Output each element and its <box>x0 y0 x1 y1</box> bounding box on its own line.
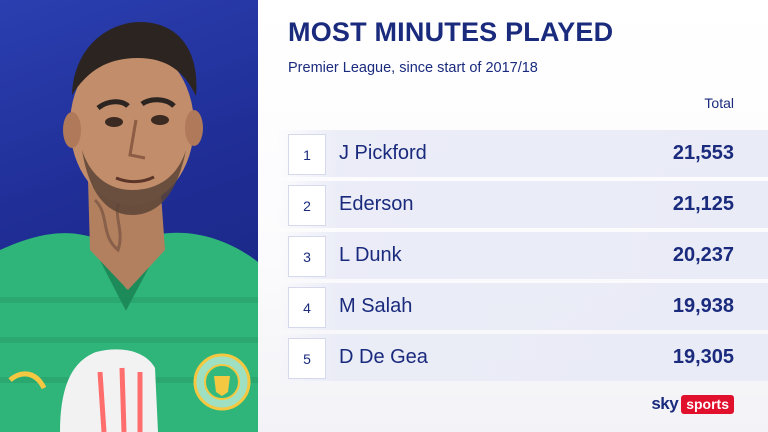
row-background <box>278 130 768 177</box>
minutes-total: 21,553 <box>672 142 734 164</box>
row-background <box>278 283 768 330</box>
player-name: J Pickford <box>339 142 427 164</box>
page-title: MOST MINUTES PLAYED <box>288 17 614 47</box>
minutes-total: 19,938 <box>672 295 734 317</box>
player-photo-panel <box>0 0 258 432</box>
player-name: Ederson <box>339 193 414 215</box>
brand-sports-text: sports <box>681 394 734 414</box>
goalkeeper-glove-icon <box>60 349 158 432</box>
brand-sky-text: sky <box>651 394 679 413</box>
ranking-row: 3 L Dunk 20,237 <box>258 230 768 281</box>
column-header-total: Total <box>704 95 734 111</box>
stats-panel: MOST MINUTES PLAYED Premier League, sinc… <box>258 0 768 432</box>
page-subtitle: Premier League, since start of 2017/18 <box>288 60 538 76</box>
ranking-row: 4 M Salah 19,938 <box>258 281 768 332</box>
minutes-total: 21,125 <box>672 193 734 215</box>
player-name: D De Gea <box>339 346 428 368</box>
ranking-row: 1 J Pickford 21,553 <box>258 128 768 179</box>
rank-badge: 2 <box>288 185 326 226</box>
row-background <box>278 334 768 381</box>
rank-badge: 4 <box>288 287 326 328</box>
ranking-row: 5 D De Gea 19,305 <box>258 332 768 383</box>
player-name: M Salah <box>339 295 413 317</box>
player-name: L Dunk <box>339 244 402 266</box>
ranking-list: 1 J Pickford 21,553 2 Ederson 21,125 3 L… <box>258 128 768 383</box>
ranking-row: 2 Ederson 21,125 <box>258 179 768 230</box>
player-photo <box>0 22 258 432</box>
row-background <box>278 181 768 228</box>
sky-sports-logo: sky sports <box>651 394 734 414</box>
row-background <box>278 232 768 279</box>
club-crest-icon <box>193 353 251 411</box>
rank-badge: 5 <box>288 338 326 379</box>
rank-badge: 3 <box>288 236 326 277</box>
minutes-total: 20,237 <box>672 244 734 266</box>
rank-badge: 1 <box>288 134 326 175</box>
minutes-total: 19,305 <box>672 346 734 368</box>
kit-brand-logo-icon <box>8 371 47 390</box>
